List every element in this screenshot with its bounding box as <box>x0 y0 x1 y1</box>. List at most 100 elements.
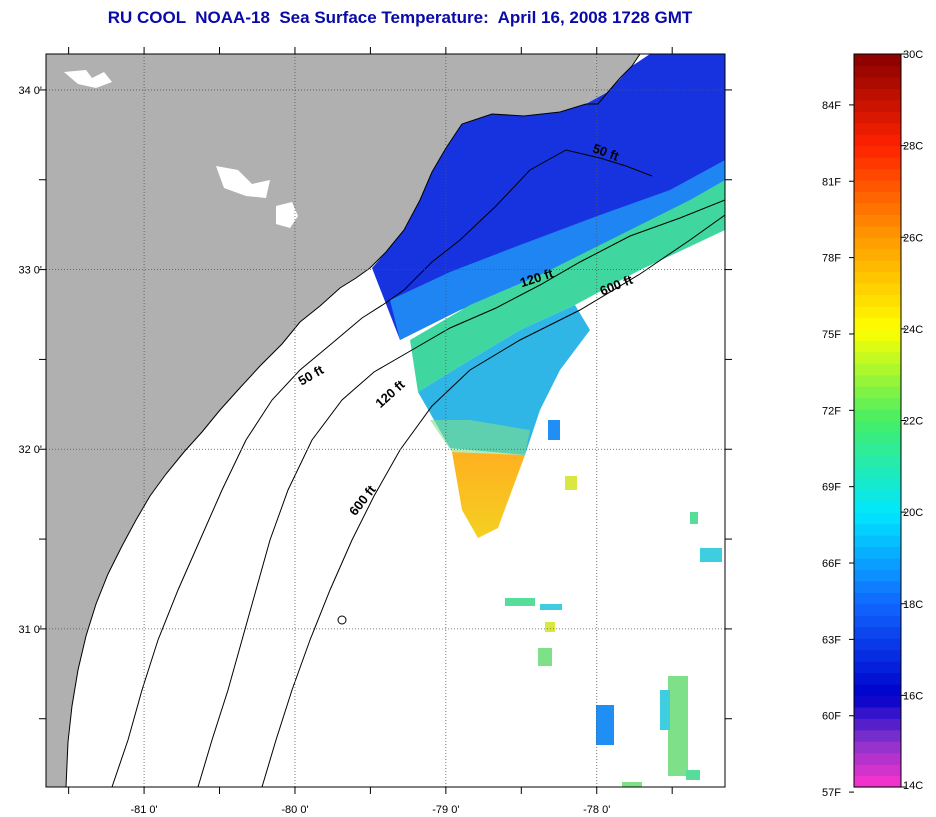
colorbar-swatch <box>854 145 901 158</box>
lon-label: -80 0' <box>281 804 308 816</box>
contour-50ft <box>111 149 653 787</box>
colorbar-swatch <box>854 179 901 193</box>
celsius-label: 14C <box>903 780 923 792</box>
colorbar-swatch <box>854 294 901 307</box>
sst-scatter <box>505 420 722 787</box>
colorbar-swatch <box>854 237 901 250</box>
colorbar-swatch <box>854 374 901 387</box>
fahrenheit-label: 69F <box>822 482 841 494</box>
colorbar-swatch <box>854 752 901 765</box>
axis-labels: 34 0' 33 0' 32 0' 31 0' -81 0' -80 0' -79 0' -7… <box>18 85 610 816</box>
colorbar-swatch <box>854 546 901 559</box>
fahrenheit-label: 57F <box>822 787 841 799</box>
colorbar-swatch <box>854 683 901 696</box>
colorbar-swatch <box>854 477 901 490</box>
celsius-label: 24C <box>903 324 923 336</box>
colorbar-swatch <box>854 603 901 616</box>
lon-label: -81 0' <box>130 804 157 816</box>
sst-outer-shelf <box>418 305 590 455</box>
colorbar-swatch <box>854 111 901 124</box>
colorbar-swatch <box>854 431 901 445</box>
fahrenheit-label: 63F <box>822 634 841 646</box>
land-mass <box>46 54 598 787</box>
colorbar-swatch <box>854 202 901 215</box>
bathymetry-contours <box>111 149 725 787</box>
sst-shelf-break <box>410 180 725 392</box>
colorbar-swatch <box>854 157 901 170</box>
celsius-label: 20C <box>903 507 923 519</box>
colorbar-swatch <box>854 99 901 112</box>
celsius-label: 26C <box>903 232 923 244</box>
lon-label: -79 0' <box>432 804 459 816</box>
colorbar-swatch <box>854 718 901 731</box>
colorbar-swatch <box>854 535 901 548</box>
colorbar-swatch <box>854 248 901 261</box>
lat-label: 32 0' <box>18 444 42 456</box>
colorbar-swatch <box>854 76 901 89</box>
colorbar-swatch <box>854 214 901 227</box>
colorbar-swatch <box>854 65 901 78</box>
contour-120ft <box>197 199 725 787</box>
colorbar: 30C 28C 26C 24C 22C 20C 18C 16C 14C 84F 81F 78F 75F 7… <box>822 49 923 799</box>
map-frame <box>45 53 726 788</box>
colorbar-swatch <box>854 500 901 513</box>
colorbar-swatch <box>854 706 901 719</box>
lat-label: 31 0' <box>18 624 42 636</box>
colorbar-swatch <box>854 122 901 135</box>
lat-label: 34 0' <box>18 85 42 97</box>
land-cloud-patches <box>64 70 298 228</box>
colorbar-swatch <box>854 649 901 662</box>
colorbar-swatch <box>854 328 901 341</box>
colorbar-swatch <box>854 225 901 238</box>
colorbar-swatch <box>854 523 901 536</box>
sst-green-edge <box>430 420 530 455</box>
lon-label: -78 0' <box>583 804 610 816</box>
contour-600ft <box>261 214 725 787</box>
colorbar-swatch <box>854 695 901 708</box>
colorbar-swatch <box>854 351 901 364</box>
colorbar-swatch <box>854 638 901 651</box>
celsius-label: 18C <box>903 599 923 611</box>
fahrenheit-label: 66F <box>822 558 841 570</box>
colorbar-swatch <box>854 592 901 605</box>
colorbar-swatch <box>854 88 901 101</box>
colorbar-swatch <box>854 489 901 502</box>
colorbar-swatch <box>854 409 901 422</box>
colorbar-swatch <box>854 191 901 204</box>
colorbar-swatch <box>854 260 901 273</box>
colorbar-swatch <box>854 580 901 593</box>
colorbar-swatch <box>854 386 901 399</box>
colorbar-swatch <box>854 557 901 570</box>
fahrenheit-label: 60F <box>822 711 841 723</box>
colorbar-swatch <box>854 454 901 467</box>
colorbar-swatch <box>854 443 901 456</box>
colorbar-swatch <box>854 271 901 284</box>
celsius-label: 30C <box>903 49 923 61</box>
colorbar-swatch <box>854 626 901 639</box>
colorbar-swatch <box>854 283 901 296</box>
colorbar-swatch <box>854 729 901 742</box>
frame-ticks <box>39 47 732 794</box>
colorbar-swatch <box>854 764 901 777</box>
fahrenheit-label: 81F <box>822 176 841 188</box>
colorbar-swatch <box>854 397 901 410</box>
colorbar-swatch <box>854 615 901 628</box>
map-title: RU COOL NOAA-18 Sea Surface Temperature:… <box>107 8 693 27</box>
colorbar-swatch <box>854 305 901 319</box>
colorbar-swatch <box>854 363 901 376</box>
colorbar-swatch <box>854 512 901 525</box>
colorbar-swatch <box>854 317 901 330</box>
map-area: 34 0' 33 0' 32 0' 31 0' -81 0' -80 0' -79 0' -7… <box>18 47 732 816</box>
celsius-label: 28C <box>903 141 923 153</box>
colorbar-swatch <box>854 420 901 433</box>
colorbar-swatch <box>854 54 901 67</box>
fahrenheit-label: 72F <box>822 405 841 417</box>
colorbar-swatch <box>854 340 901 353</box>
colorbar-swatch <box>854 466 901 479</box>
fahrenheit-label: 78F <box>822 253 841 265</box>
fahrenheit-label: 84F <box>822 100 841 112</box>
colorbar-swatch <box>854 661 901 674</box>
colorbar-swatch <box>854 775 901 788</box>
sst-warm-patch <box>452 452 525 538</box>
colorbar-swatch <box>854 672 901 685</box>
